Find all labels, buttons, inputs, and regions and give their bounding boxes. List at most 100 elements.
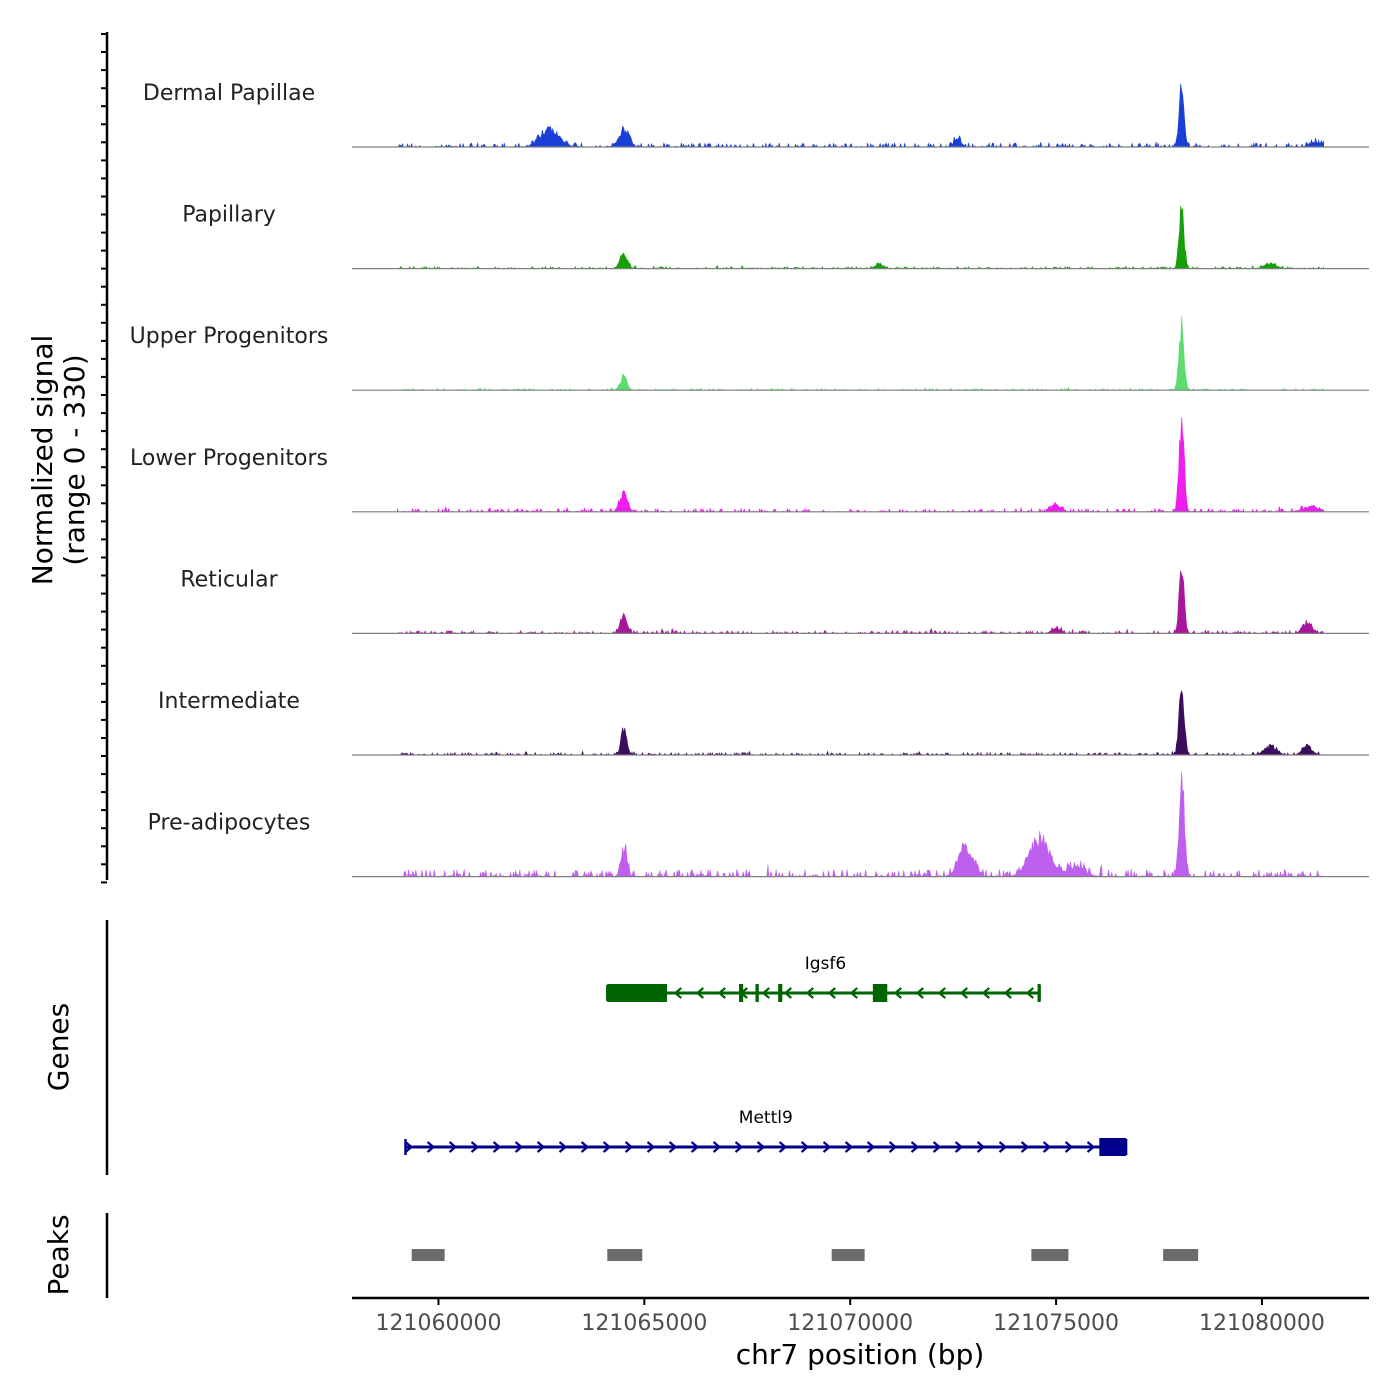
strand-chevron (756, 1141, 766, 1153)
strand-chevron (981, 987, 990, 999)
strand-chevron (536, 1141, 546, 1153)
strand-chevron (668, 1141, 678, 1153)
signal-track: Pre-adipocytes (148, 771, 1369, 878)
strand-chevron (893, 987, 902, 999)
peaks-track-label: Peaks (42, 1214, 75, 1295)
genes-track-label: Genes (42, 1003, 75, 1091)
strand-chevron (849, 987, 858, 999)
strand-chevron (470, 1141, 480, 1153)
signal-area (397, 689, 1324, 756)
x-tick-label: 121075000 (993, 1311, 1119, 1336)
peak-region (1031, 1249, 1069, 1261)
strand-chevron (712, 1141, 722, 1153)
y-axis-title-line1: Normalized signal (26, 335, 59, 586)
signal-area (397, 570, 1325, 635)
track-label: Pre-adipocytes (148, 811, 311, 836)
strand-chevron (673, 987, 682, 999)
strand-chevron (915, 987, 924, 999)
strand-chevron (959, 987, 968, 999)
track-label: Intermediate (158, 689, 300, 714)
strand-chevron (1086, 1141, 1096, 1153)
track-label: Lower Progenitors (130, 446, 328, 471)
signal-area (397, 83, 1324, 149)
signal-area (397, 206, 1324, 270)
strand-chevron (426, 1141, 436, 1153)
signal-tracks: Dermal Papillae Papillary Upper Progenitor… (130, 81, 1369, 878)
track-label: Upper Progenitors (130, 324, 329, 349)
strand-chevron (1042, 1141, 1052, 1153)
strand-chevron (717, 987, 726, 999)
signal-track: Reticular (180, 567, 1369, 635)
signal-track: Upper Progenitors (130, 316, 1369, 391)
strand-chevron (1020, 1141, 1030, 1153)
strand-chevron (866, 1141, 876, 1153)
strand-chevron (783, 987, 792, 999)
strand-chevron (778, 1141, 788, 1153)
strand-chevron (624, 1141, 634, 1153)
strand-chevron (734, 1141, 744, 1153)
strand-chevron (844, 1141, 854, 1153)
x-axis-title: chr7 position (bp) (736, 1338, 985, 1371)
gene-label: Igsf6 (805, 954, 846, 974)
strand-chevron (448, 1141, 458, 1153)
strand-chevron (404, 1141, 414, 1153)
peak-region (831, 1249, 865, 1261)
x-tick-label: 121065000 (581, 1311, 707, 1336)
strand-chevron (1064, 1141, 1074, 1153)
gene-models: Igsf6 Mettl9 (404, 954, 1128, 1156)
gene-model: Igsf6 (606, 954, 1041, 1002)
strand-chevron (761, 987, 770, 999)
strand-chevron (805, 987, 814, 999)
track-label: Papillary (182, 203, 276, 228)
strand-chevron (800, 1141, 810, 1153)
y-axis-title-line2: (range 0 - 330) (58, 354, 91, 565)
peak-region (607, 1249, 643, 1261)
signal-track: Lower Progenitors (130, 417, 1369, 513)
peak-region (411, 1249, 445, 1261)
gene-exon (1037, 984, 1041, 1002)
signal-track: Papillary (182, 203, 1369, 270)
strand-chevron (932, 1141, 942, 1153)
strand-chevron (646, 1141, 656, 1153)
strand-chevron (580, 1141, 590, 1153)
signal-track: Intermediate (158, 689, 1369, 756)
strand-chevron (888, 1141, 898, 1153)
strand-chevron (1003, 987, 1012, 999)
track-label: Dermal Papillae (143, 81, 315, 106)
track-label: Reticular (180, 567, 278, 592)
x-tick-label: 121060000 (375, 1311, 501, 1336)
strand-chevron (954, 1141, 964, 1153)
signal-area (397, 417, 1324, 513)
strand-chevron (695, 987, 704, 999)
strand-chevron (514, 1141, 524, 1153)
x-axis-ticks: 121060000 121065000 121070000 121075000 1210… (375, 1298, 1325, 1336)
signal-area (397, 771, 1324, 878)
strand-chevron (822, 1141, 832, 1153)
gene-exon (778, 984, 783, 1002)
strand-chevron (976, 1141, 986, 1153)
strand-chevron (558, 1141, 568, 1153)
gene-exon (755, 984, 759, 1002)
signal-area (397, 316, 1325, 391)
signal-y-axis-ticks (101, 33, 107, 884)
x-tick-label: 121070000 (787, 1311, 913, 1336)
strand-chevron (602, 1141, 612, 1153)
strand-chevron (492, 1141, 502, 1153)
gene-exon (1099, 1138, 1127, 1156)
strand-chevron (998, 1141, 1008, 1153)
strand-chevron (1025, 987, 1034, 999)
peak-regions (411, 1249, 1199, 1261)
strand-chevron (690, 1141, 700, 1153)
strand-chevron (937, 987, 946, 999)
strand-chevron (910, 1141, 920, 1153)
peak-region (1163, 1249, 1199, 1261)
gene-exon (872, 984, 888, 1002)
signal-track: Dermal Papillae (143, 81, 1369, 149)
gene-exon (607, 984, 667, 1002)
gene-model: Mettl9 (404, 1108, 1128, 1156)
gene-label: Mettl9 (739, 1108, 793, 1128)
strand-chevron (827, 987, 836, 999)
x-tick-label: 121080000 (1199, 1311, 1325, 1336)
gene-exon (739, 984, 744, 1002)
